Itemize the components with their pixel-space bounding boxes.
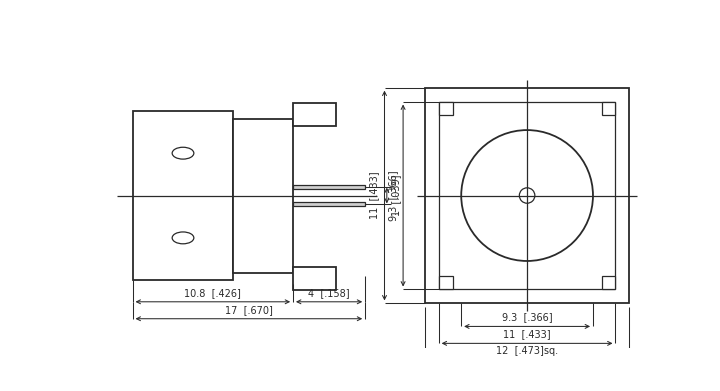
Bar xyxy=(438,276,453,289)
Ellipse shape xyxy=(172,232,194,244)
Text: 11  [.433]: 11 [.433] xyxy=(369,172,379,219)
Text: 9.3  [.366]: 9.3 [.366] xyxy=(387,170,397,221)
Bar xyxy=(601,102,616,115)
Bar xyxy=(438,102,453,115)
Bar xyxy=(293,202,365,206)
Text: 4  [.158]: 4 [.158] xyxy=(308,288,350,298)
Bar xyxy=(233,118,293,273)
Text: 11  [.433]: 11 [.433] xyxy=(503,330,551,339)
Bar xyxy=(425,88,629,303)
Ellipse shape xyxy=(172,147,194,159)
Bar xyxy=(293,103,336,126)
Text: 1  [.039]: 1 [.039] xyxy=(391,175,401,216)
Text: 9.3  [.366]: 9.3 [.366] xyxy=(502,312,552,323)
Bar xyxy=(438,102,616,289)
Text: 17  [.670]: 17 [.670] xyxy=(225,305,273,315)
Bar xyxy=(132,111,233,280)
Text: 10.8  [.426]: 10.8 [.426] xyxy=(184,288,241,298)
Bar xyxy=(293,185,365,189)
Bar xyxy=(293,267,336,290)
Text: 12  [.473]sq.: 12 [.473]sq. xyxy=(496,346,558,357)
Bar xyxy=(601,276,616,289)
